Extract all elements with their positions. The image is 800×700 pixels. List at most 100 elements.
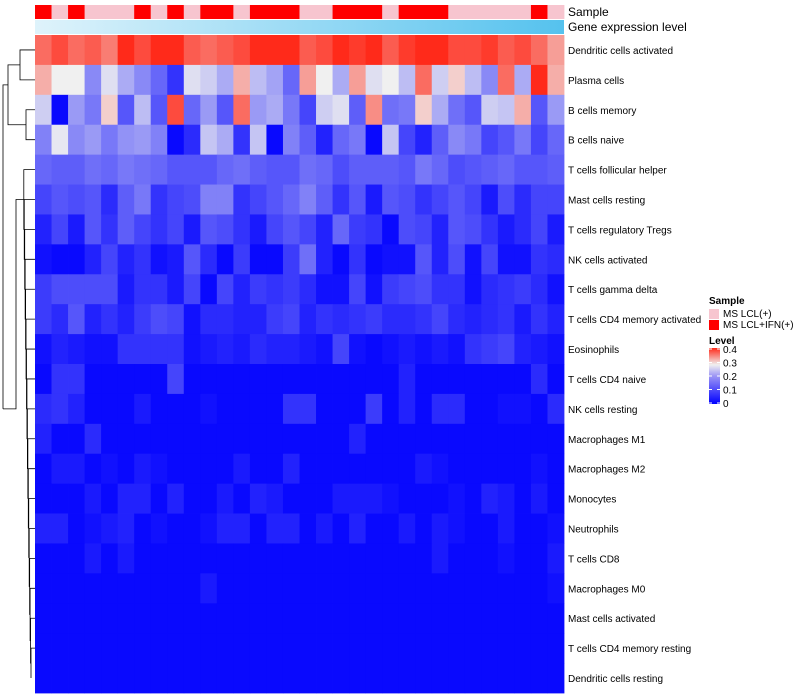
heatmap-cell xyxy=(266,453,284,485)
heatmap-cell xyxy=(51,244,69,275)
heatmap-cell xyxy=(117,124,135,156)
heatmap-cell xyxy=(183,633,201,664)
heatmap-cell xyxy=(332,423,350,455)
heatmap-cell xyxy=(514,483,532,514)
heatmap-cell xyxy=(415,364,433,395)
heatmap-cell xyxy=(365,334,383,365)
heatmap-cell xyxy=(497,573,515,604)
heatmap-cell xyxy=(398,334,416,365)
heatmap-cell xyxy=(415,483,433,514)
heatmap-cell xyxy=(299,274,317,305)
heatmap-cell xyxy=(415,94,433,126)
heatmap-cell xyxy=(35,663,52,694)
heatmap-cell xyxy=(349,423,367,455)
heatmap-cell xyxy=(398,304,416,335)
heatmap-cell xyxy=(316,663,333,694)
heatmap-cell xyxy=(497,603,515,634)
heatmap-cell xyxy=(514,154,532,185)
heatmap-cell xyxy=(150,184,168,215)
heatmap-cell xyxy=(233,483,251,514)
heatmap-cell xyxy=(266,483,284,514)
heatmap-cell xyxy=(398,513,416,544)
heatmap-cell xyxy=(249,304,267,335)
heatmap-cell xyxy=(150,513,168,544)
heatmap-cell xyxy=(530,94,548,126)
heatmap-cell xyxy=(547,124,565,156)
heatmap-cell xyxy=(332,483,350,514)
heatmap-cell xyxy=(282,244,300,275)
heatmap-cell xyxy=(431,124,449,156)
heatmap-cell xyxy=(530,184,548,215)
heatmap-cell xyxy=(134,214,152,245)
heatmap-cell xyxy=(249,543,267,574)
heatmap-cell xyxy=(84,603,102,634)
heatmap-cell xyxy=(200,184,218,215)
heatmap-cell xyxy=(200,274,218,305)
heatmap-cell xyxy=(134,274,152,305)
heatmap-cell xyxy=(382,483,400,514)
heatmap-cell xyxy=(167,633,185,664)
heatmap-cell xyxy=(464,603,482,634)
heatmap-cell xyxy=(84,304,102,335)
heatmap-cell xyxy=(514,184,532,215)
heatmap-cell xyxy=(233,64,251,96)
heatmap-cell xyxy=(497,334,515,365)
heatmap-cell xyxy=(51,483,69,514)
heatmap-cell xyxy=(200,453,218,485)
heatmap-cell xyxy=(365,393,383,425)
heatmap-cell xyxy=(51,453,69,485)
row-label: T cells follicular helper xyxy=(568,166,667,177)
heatmap-cell xyxy=(514,64,532,96)
heatmap-cell xyxy=(547,603,565,634)
heatmap-cell xyxy=(448,663,466,694)
heatmap-cell xyxy=(332,603,350,634)
heatmap-cell xyxy=(514,304,532,335)
heatmap-cell xyxy=(382,35,400,66)
heatmap-cell xyxy=(382,334,400,365)
heatmap-cell xyxy=(481,214,499,245)
heatmap-cell xyxy=(134,334,152,365)
heatmap-cell xyxy=(316,543,333,574)
heatmap-cell xyxy=(249,64,267,96)
heatmap-cell xyxy=(332,64,350,96)
heatmap-cell xyxy=(382,603,400,634)
heatmap-cell xyxy=(249,35,267,66)
heatmap-cell xyxy=(547,334,565,365)
heatmap-cell xyxy=(299,663,317,694)
heatmap-cell xyxy=(183,214,201,245)
heatmap-cell xyxy=(200,214,218,245)
heatmap-cell xyxy=(464,663,482,694)
heatmap-cell xyxy=(547,154,565,185)
heatmap-cell xyxy=(51,334,69,365)
heatmap-cell xyxy=(349,35,367,66)
sample-annotation-cell xyxy=(365,5,383,19)
heatmap-cell xyxy=(299,603,317,634)
heatmap-cell xyxy=(117,154,135,185)
heatmap-cell xyxy=(167,513,185,544)
heatmap-cell xyxy=(398,214,416,245)
heatmap-cell xyxy=(530,513,548,544)
heatmap-cell xyxy=(299,364,317,395)
heatmap-cell xyxy=(84,453,102,485)
heatmap-cell xyxy=(282,184,300,215)
heatmap-cell xyxy=(51,423,69,455)
heatmap-cell xyxy=(530,364,548,395)
heatmap-cell xyxy=(35,244,52,275)
heatmap-cell xyxy=(415,423,433,455)
heatmap-cell xyxy=(415,64,433,96)
dendrogram-branch xyxy=(30,647,35,679)
heatmap-cell xyxy=(316,483,333,514)
heatmap-cell xyxy=(514,334,532,365)
heatmap-cell xyxy=(200,124,218,156)
heatmap-cell xyxy=(167,35,185,66)
heatmap-cell xyxy=(398,35,416,66)
heatmap-cell xyxy=(365,543,383,574)
heatmap-cell xyxy=(316,304,333,335)
heatmap-cell xyxy=(316,154,333,185)
heatmap-cell xyxy=(349,393,367,425)
heatmap-cell xyxy=(299,214,317,245)
heatmap-cell xyxy=(497,94,515,126)
sample-annotation-cell xyxy=(233,5,251,19)
heatmap-cell xyxy=(481,154,499,185)
heatmap-cell xyxy=(117,214,135,245)
